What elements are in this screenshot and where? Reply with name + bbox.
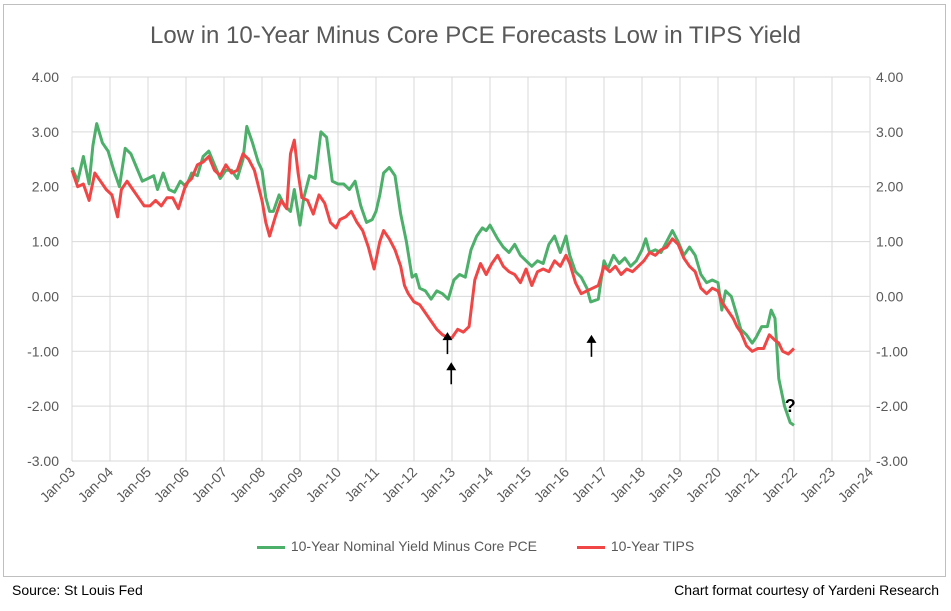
y-tick-label-left: -1.00	[27, 343, 59, 359]
annotations: ?	[442, 332, 796, 416]
right-axis-ticks: 4.00 3.00 2.00 1.00 0.00 -1.00 -2.00 -3.00	[876, 69, 908, 469]
y-tick-label-right: -3.00	[876, 453, 908, 469]
x-tick-label: Jan-03	[37, 464, 79, 506]
x-tick-label: Jan-17	[569, 464, 611, 506]
y-tick-label-right: -2.00	[876, 398, 908, 414]
x-tick-label: Jan-18	[607, 464, 649, 506]
y-tick-label-right: -1.00	[876, 343, 908, 359]
source-note: Source: St Louis Fed	[12, 582, 143, 598]
annotation-question-mark: ?	[785, 396, 796, 416]
legend: 10-Year Nominal Yield Minus Core PCE 10-…	[0, 538, 951, 554]
series-line-tips	[70, 138, 796, 356]
x-tick-label: Jan-19	[645, 464, 687, 506]
gridlines	[71, 76, 871, 462]
y-tick-label-right: 4.00	[876, 69, 903, 85]
left-axis-ticks: 4.00 3.00 2.00 1.00 0.00 -1.00 -2.00 -3.00	[27, 69, 59, 469]
legend-swatch-nominal	[256, 545, 285, 549]
x-tick-label: Jan-10	[303, 464, 345, 506]
y-tick-label-right: 3.00	[876, 124, 903, 140]
y-tick-label-left: 1.00	[32, 234, 59, 250]
legend-label-tips: 10-Year TIPS	[610, 538, 695, 554]
x-tick-label: Jan-07	[189, 464, 231, 506]
legend-item-nominal: 10-Year Nominal Yield Minus Core PCE	[256, 538, 537, 554]
x-tick-label: Jan-14	[455, 464, 497, 506]
y-tick-label-left: -3.00	[27, 453, 59, 469]
x-tick-label: Jan-22	[759, 464, 801, 506]
x-tick-label: Jan-23	[797, 464, 839, 506]
annotation-arrow-head	[586, 334, 597, 343]
chart-title: Low in 10-Year Minus Core PCE Forecasts …	[150, 22, 801, 49]
x-tick-label: Jan-08	[227, 464, 269, 506]
x-tick-label: Jan-21	[721, 464, 763, 506]
x-tick-label: Jan-12	[379, 464, 421, 506]
y-tick-label-left: 0.00	[32, 288, 59, 304]
x-tick-label: Jan-13	[417, 464, 459, 506]
y-tick-label-right: 2.00	[876, 179, 903, 195]
x-tick-label: Jan-20	[683, 464, 725, 506]
x-tick-label: Jan-06	[151, 464, 193, 506]
x-tick-label: Jan-04	[75, 464, 117, 506]
legend-item-tips: 10-Year TIPS	[576, 538, 695, 554]
x-tick-label: Jan-05	[113, 464, 155, 506]
y-tick-label-left: -2.00	[27, 398, 59, 414]
x-tick-label: Jan-11	[341, 464, 382, 505]
y-tick-label-left: 4.00	[32, 69, 59, 85]
annotation-arrow-head	[446, 362, 457, 371]
legend-swatch-tips	[576, 545, 605, 549]
x-tick-label: Jan-16	[531, 464, 573, 506]
x-axis-ticks: Jan-03Jan-04Jan-05Jan-06Jan-07Jan-08Jan-…	[37, 464, 877, 506]
y-tick-label-left: 3.00	[32, 124, 59, 140]
legend-label-nominal: 10-Year Nominal Yield Minus Core PCE	[290, 538, 537, 554]
y-tick-label-right: 1.00	[876, 234, 903, 250]
x-tick-label: Jan-24	[835, 464, 877, 506]
annotation-arrow-head	[442, 332, 453, 341]
credit-note: Chart format courtesy of Yardeni Researc…	[674, 582, 939, 598]
x-tick-label: Jan-15	[493, 464, 535, 506]
series-lines	[70, 122, 796, 427]
y-tick-label-right: 0.00	[876, 288, 903, 304]
series-line-nominal-minus-core-pce	[70, 122, 795, 427]
y-tick-label-left: 2.00	[32, 179, 59, 195]
x-tick-label: Jan-09	[265, 464, 307, 506]
